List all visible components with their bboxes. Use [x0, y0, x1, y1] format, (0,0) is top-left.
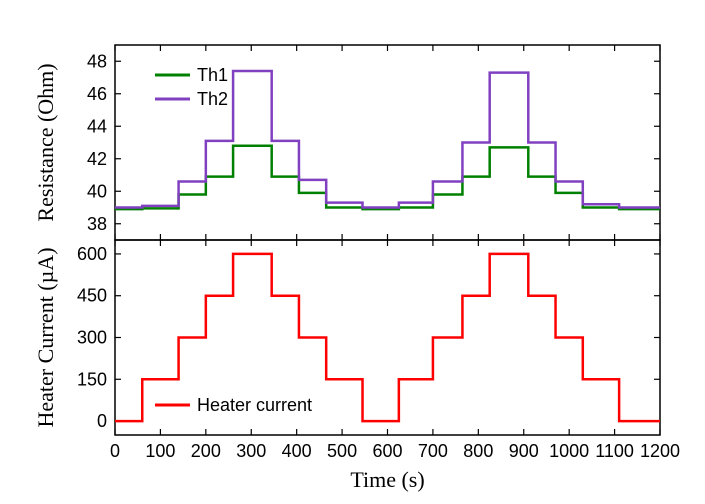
- svg-text:600: 600: [372, 441, 402, 461]
- svg-text:500: 500: [327, 441, 357, 461]
- svg-text:600: 600: [77, 244, 107, 264]
- svg-text:400: 400: [282, 441, 312, 461]
- svg-text:900: 900: [509, 441, 539, 461]
- svg-text:0: 0: [97, 411, 107, 431]
- svg-text:Th1: Th1: [197, 65, 228, 85]
- svg-text:Heater current: Heater current: [197, 395, 312, 415]
- svg-text:700: 700: [418, 441, 448, 461]
- svg-text:38: 38: [87, 214, 107, 234]
- svg-text:Time (s): Time (s): [350, 467, 424, 492]
- svg-text:0: 0: [110, 441, 120, 461]
- svg-text:1100: 1100: [595, 441, 634, 461]
- svg-text:200: 200: [191, 441, 221, 461]
- svg-text:48: 48: [87, 51, 107, 71]
- svg-text:150: 150: [77, 369, 107, 389]
- svg-text:42: 42: [87, 149, 107, 169]
- svg-text:300: 300: [236, 441, 266, 461]
- svg-text:1000: 1000: [549, 441, 589, 461]
- svg-text:40: 40: [87, 181, 107, 201]
- svg-text:300: 300: [77, 328, 107, 348]
- svg-text:100: 100: [145, 441, 175, 461]
- svg-text:Resistance (Ohm): Resistance (Ohm): [33, 63, 58, 221]
- chart-svg: 0100200300400500600700800900100011001200…: [0, 0, 705, 504]
- svg-text:Th2: Th2: [197, 89, 228, 109]
- svg-text:800: 800: [463, 441, 493, 461]
- chart-container: 0100200300400500600700800900100011001200…: [0, 0, 705, 504]
- svg-text:1200: 1200: [640, 441, 680, 461]
- svg-text:Heater Current (µA): Heater Current (µA): [33, 247, 58, 427]
- svg-text:450: 450: [77, 286, 107, 306]
- svg-text:44: 44: [87, 116, 107, 136]
- svg-text:46: 46: [87, 84, 107, 104]
